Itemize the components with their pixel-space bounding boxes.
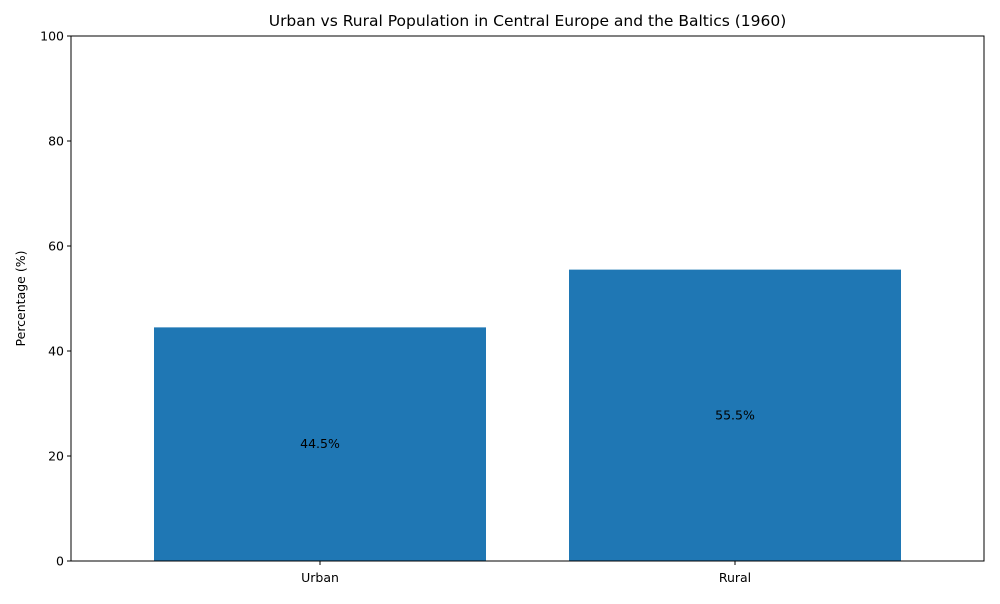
x-tick-label-urban: Urban [301, 570, 339, 585]
y-tick-label-20: 20 [48, 449, 64, 464]
y-axis-label: Percentage (%) [13, 251, 28, 347]
x-tick-label-rural: Rural [719, 570, 751, 585]
y-tick-label-40: 40 [48, 344, 64, 359]
y-tick-label-60: 60 [48, 239, 64, 254]
plot-area: 44.5% Urban 55.5% Rural 0 20 40 60 80 100 [40, 29, 985, 585]
axes-frame [70, 35, 985, 562]
chart-title: Urban vs Rural Population in Central Eur… [269, 12, 787, 30]
bar-urban [154, 327, 486, 561]
y-tick-label-80: 80 [48, 134, 64, 149]
y-tick-label-100: 100 [40, 29, 64, 44]
data-label-rural: 55.5% [715, 407, 755, 422]
data-label-urban: 44.5% [300, 436, 340, 451]
bar-rural [569, 269, 901, 561]
y-tick-label-0: 0 [56, 554, 64, 569]
